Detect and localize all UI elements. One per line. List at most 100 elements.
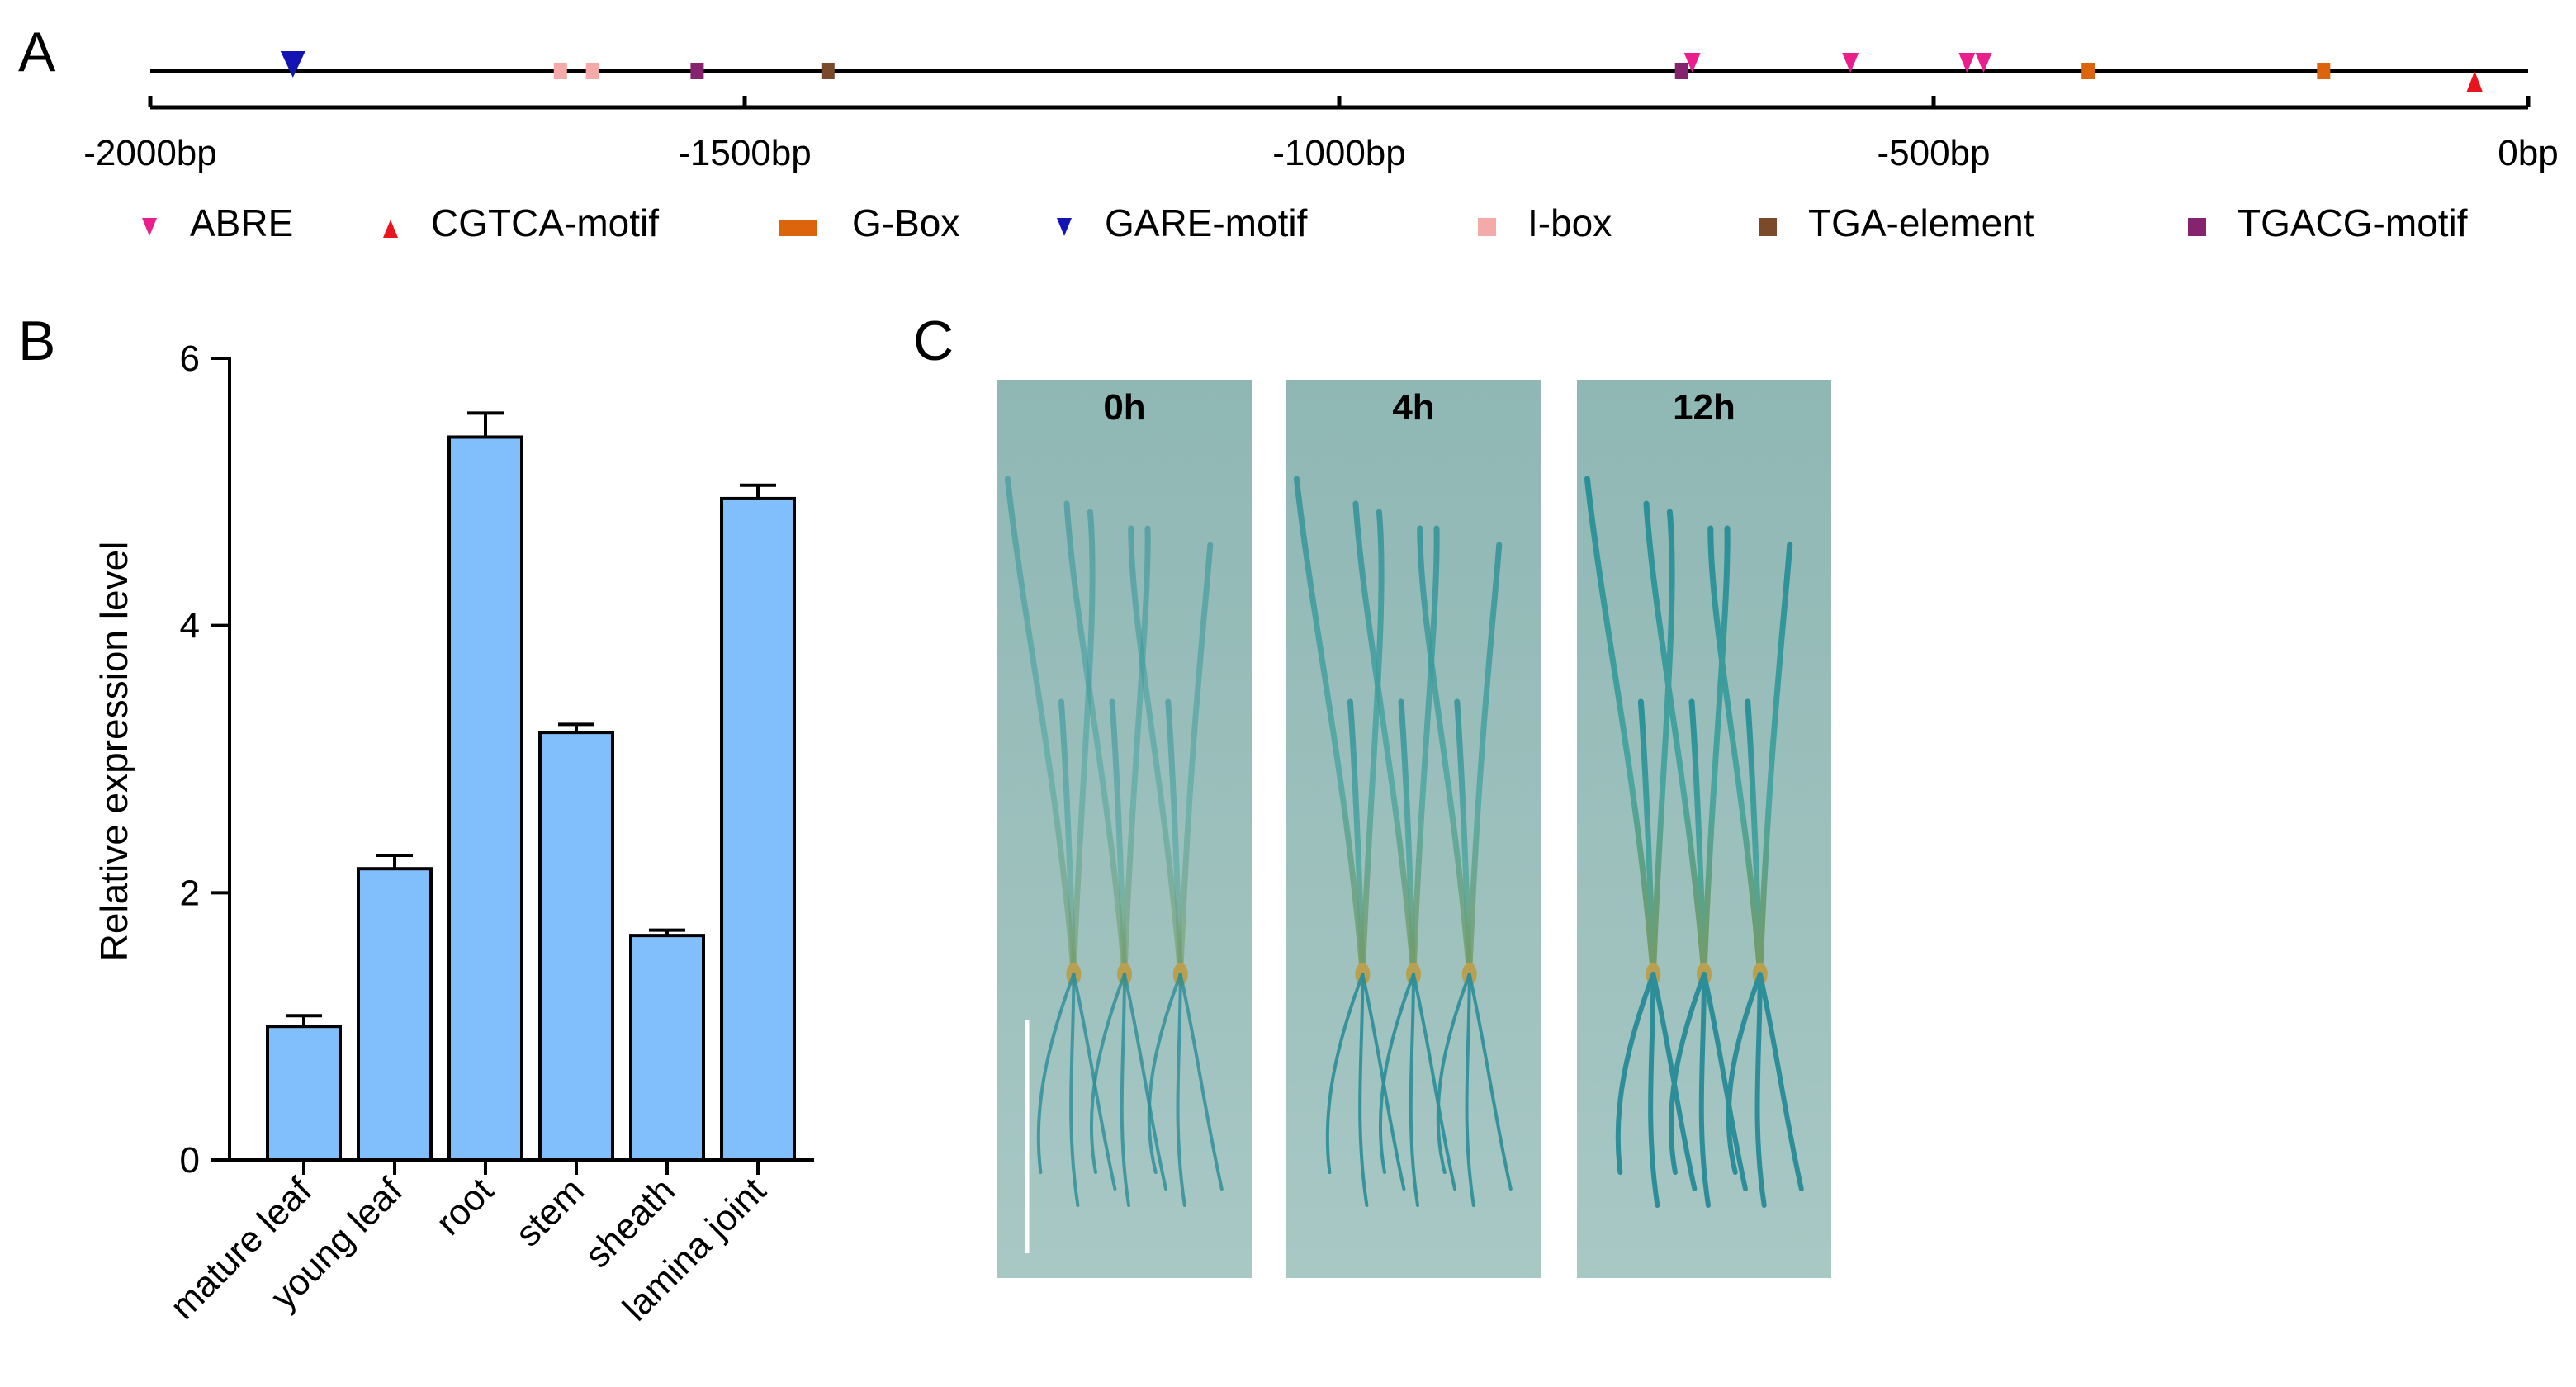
time-point-label: 4h xyxy=(1392,387,1434,428)
legend-label: TGA-element xyxy=(1808,201,2034,244)
seedling-root xyxy=(1648,972,1660,1208)
seedling-leaf xyxy=(1177,542,1214,978)
seedling-root xyxy=(1325,973,1365,1174)
photo-12h: 12h xyxy=(1577,380,1831,1278)
seedling-leaf xyxy=(1063,500,1128,978)
legend-label: G-Box xyxy=(852,201,959,244)
tga-element-marker xyxy=(821,63,835,79)
seedling-root xyxy=(1089,973,1126,1174)
seedling-root xyxy=(1754,972,1767,1208)
y-axis-label: Relative expression level xyxy=(92,542,135,962)
seedling-leaf xyxy=(1417,525,1473,978)
seedling-root xyxy=(1668,972,1707,1175)
seedlings-illustration xyxy=(1584,476,1804,1208)
panel-c: C 0h 4h 12h xyxy=(913,310,1831,1278)
legend-tga-element-symbol xyxy=(1759,218,1777,236)
bar xyxy=(720,496,796,1162)
seedling-leaf xyxy=(1707,525,1764,978)
bp-axis-ticks: -2000bp -1500bp -1000bp -500bp 0bp xyxy=(83,96,2559,173)
legend-label: CGTCA-motif xyxy=(431,201,659,244)
abre-marker xyxy=(1842,53,1859,73)
seedling-leaf xyxy=(1745,698,1764,978)
y-tick-label: 6 xyxy=(180,338,200,379)
seedling-leaf xyxy=(1004,476,1077,978)
legend-tgacg-motif-symbol xyxy=(2188,218,2206,236)
y-tick-label: 2 xyxy=(180,873,200,913)
tgacg-motif-marker xyxy=(1674,63,1688,79)
seedlings-illustration xyxy=(1004,476,1224,1207)
legend-label: I-box xyxy=(1527,201,1612,244)
seedling-leaf xyxy=(1584,476,1656,978)
seedling-leaf xyxy=(1757,542,1793,978)
bar xyxy=(538,731,614,1162)
legend-i-box-symbol xyxy=(1478,218,1496,236)
x-tick-label: stem xyxy=(508,1170,592,1254)
seedling-root xyxy=(1467,973,1513,1191)
gare-motif-marker xyxy=(280,51,305,78)
seedling-root xyxy=(1378,973,1415,1174)
photo-0h: 0h xyxy=(997,380,1252,1278)
seedling-leaf xyxy=(1398,698,1417,978)
seedling-leaf xyxy=(1701,525,1731,978)
seedling-leaf xyxy=(1410,525,1440,978)
x-tick-label: root xyxy=(429,1170,501,1243)
bar xyxy=(629,934,705,1162)
panel-c-letter: C xyxy=(913,310,954,372)
seedling-leaf xyxy=(1637,698,1656,978)
cgtca-motif-marker xyxy=(2466,71,2484,92)
seedling-leaf xyxy=(1128,525,1184,978)
seedling-leaf xyxy=(1347,698,1366,978)
seedling-root xyxy=(1726,972,1763,1175)
y-tick-label: 0 xyxy=(180,1140,200,1181)
g-box-marker xyxy=(2081,63,2095,79)
bar xyxy=(357,867,433,1162)
panel-b-letter: B xyxy=(18,310,55,372)
seedling-root xyxy=(1436,973,1471,1174)
cis-element-legend: ABRE CGTCA-motif G-Box GARE-motif I-box TGA-e… xyxy=(142,201,2468,244)
seedling-root xyxy=(1358,973,1369,1207)
error-bars xyxy=(286,411,776,1027)
seedlings-illustration xyxy=(1293,476,1513,1207)
seedling-root xyxy=(1409,973,1419,1207)
legend-g-box-symbol xyxy=(779,220,817,236)
cis-element-markers xyxy=(280,51,2484,92)
bp-tick-label: 0bp xyxy=(2498,133,2558,173)
y-tick-label: 4 xyxy=(180,606,200,646)
abre-marker xyxy=(1958,53,1976,73)
seedling-root xyxy=(1412,973,1456,1191)
seedling-root xyxy=(1702,972,1748,1191)
seedling-root xyxy=(1465,973,1475,1207)
seedling-leaf xyxy=(1352,500,1417,978)
seedling-root xyxy=(1615,972,1656,1175)
y-axis: 0 2 4 6 xyxy=(180,338,231,1181)
bp-tick-label: -1500bp xyxy=(678,133,811,173)
seedling-root xyxy=(1123,973,1167,1191)
bar xyxy=(447,435,523,1162)
legend-gare-motif-symbol xyxy=(1057,218,1072,236)
seedling-root xyxy=(1069,973,1080,1207)
seedling-leaf xyxy=(1058,698,1077,978)
seedling-root xyxy=(1698,972,1711,1208)
seedling-root xyxy=(1176,973,1186,1207)
i-box-marker xyxy=(553,63,567,79)
legend-cgtca-motif-symbol xyxy=(383,220,398,238)
seedling-leaf xyxy=(1109,698,1128,978)
seedling-root xyxy=(1178,973,1224,1191)
time-point-label: 12h xyxy=(1673,387,1735,428)
seedling-root xyxy=(1120,973,1130,1207)
legend-label: GARE-motif xyxy=(1105,201,1308,244)
seedling-root xyxy=(1147,973,1182,1174)
g-box-marker xyxy=(2317,63,2331,79)
legend-label: ABRE xyxy=(190,201,293,244)
photo-4h: 4h xyxy=(1286,380,1541,1278)
tgacg-motif-marker xyxy=(690,63,704,79)
bp-tick-label: -1000bp xyxy=(1272,133,1405,173)
seedling-root xyxy=(1757,972,1804,1191)
abre-marker xyxy=(1975,53,1992,73)
panel-a: A -2000bp -1500bp -1000bp -500bp 0bp ABRE CGT… xyxy=(18,21,2559,244)
legend-abre-symbol xyxy=(142,218,157,236)
